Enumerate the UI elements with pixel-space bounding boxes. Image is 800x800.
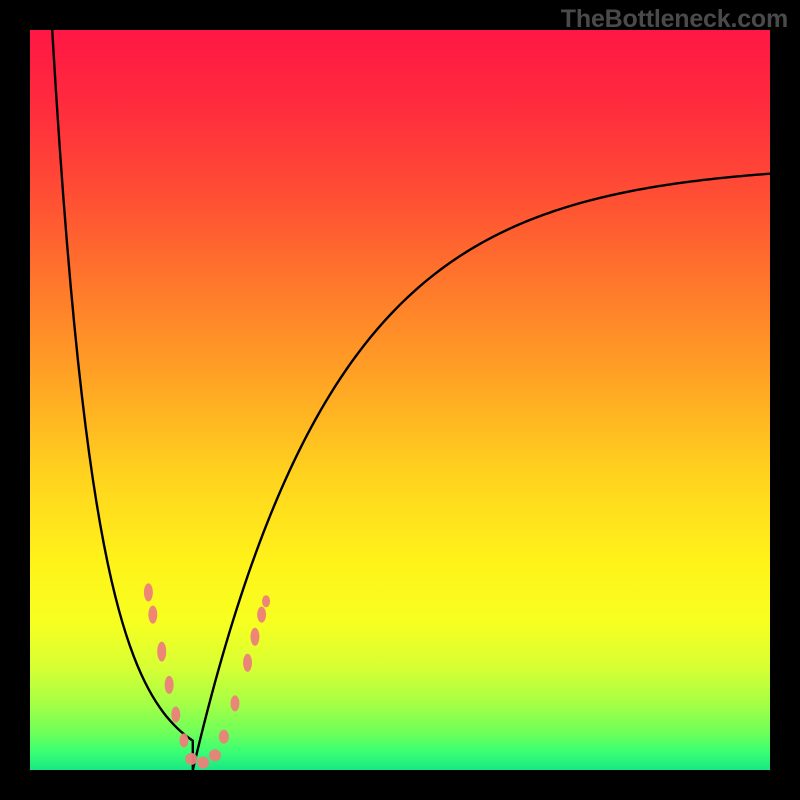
data-marker xyxy=(243,654,252,672)
data-marker xyxy=(179,733,188,747)
plot-svg xyxy=(30,30,770,770)
chart-container: TheBottleneck.com xyxy=(0,0,800,800)
data-marker xyxy=(262,595,270,607)
data-marker xyxy=(219,730,229,744)
plot-area xyxy=(30,30,770,770)
data-marker xyxy=(209,749,221,761)
data-marker xyxy=(185,753,197,765)
data-marker xyxy=(230,695,239,711)
data-marker xyxy=(257,607,266,623)
data-marker xyxy=(165,676,174,694)
data-marker xyxy=(250,628,259,646)
data-marker xyxy=(197,757,209,769)
data-marker xyxy=(148,606,157,624)
data-marker xyxy=(144,583,153,601)
gradient-background xyxy=(30,30,770,770)
data-marker xyxy=(157,642,166,662)
data-marker xyxy=(171,707,180,723)
